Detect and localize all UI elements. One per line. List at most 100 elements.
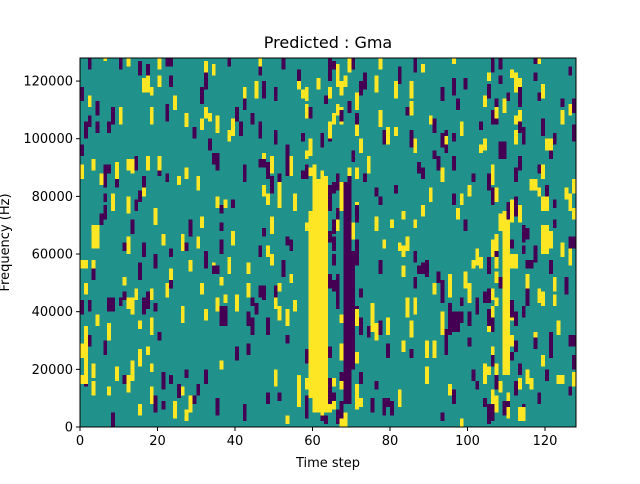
heatmap-cell xyxy=(498,277,503,289)
heatmap-cell xyxy=(262,184,267,197)
heatmap-cell xyxy=(184,409,189,422)
heatmap-cell xyxy=(533,245,538,263)
heatmap-cell xyxy=(200,282,205,295)
heatmap-cell xyxy=(103,205,108,220)
heatmap-cell xyxy=(339,372,344,387)
heatmap-band xyxy=(343,181,352,404)
heatmap-cell xyxy=(169,279,174,289)
heatmap-cell xyxy=(277,181,282,194)
heatmap-cell xyxy=(347,173,352,182)
heatmap-cell xyxy=(560,98,565,108)
heatmap-band xyxy=(452,311,460,332)
heatmap-cell xyxy=(440,412,445,422)
heatmap-cell xyxy=(118,107,123,125)
heatmap-cell xyxy=(331,254,336,266)
heatmap-cell xyxy=(351,58,356,70)
heatmap-cell xyxy=(153,207,158,226)
heatmap-cell xyxy=(328,121,332,139)
heatmap-cell xyxy=(219,360,224,370)
heatmap-cell xyxy=(328,230,332,243)
heatmap-cell xyxy=(401,210,406,220)
heatmap-cell xyxy=(262,81,267,99)
heatmap-cell xyxy=(440,167,445,182)
heatmap-cell xyxy=(80,164,84,180)
heatmap-cell xyxy=(300,89,305,99)
heatmap-cell xyxy=(359,372,363,384)
heatmap-cell xyxy=(184,369,189,378)
heatmap-cell xyxy=(173,95,177,110)
y-tick-label: 20000 xyxy=(32,363,73,378)
heatmap-cell xyxy=(517,406,522,422)
heatmap-cell xyxy=(517,98,522,108)
heatmap-cell xyxy=(541,83,546,99)
heatmap-cell xyxy=(169,75,174,87)
heatmap-cell xyxy=(331,377,336,387)
heatmap-cell xyxy=(401,340,406,353)
heatmap-cell xyxy=(510,199,515,211)
heatmap-cell xyxy=(564,277,569,295)
heatmap-cell xyxy=(207,112,212,122)
heatmap-cell xyxy=(413,297,418,315)
heatmap-band xyxy=(541,225,549,255)
heatmap-cell xyxy=(324,415,329,425)
heatmap-cell xyxy=(498,380,503,393)
heatmap-cell xyxy=(347,101,352,113)
heatmap-cell xyxy=(486,406,491,425)
heatmap-cell xyxy=(134,199,139,211)
heatmap-cell xyxy=(452,156,456,171)
heatmap-cell xyxy=(459,418,464,427)
heatmap-band xyxy=(211,265,220,275)
heatmap-cell xyxy=(153,254,158,269)
heatmap-cell xyxy=(572,98,577,113)
heatmap-cell xyxy=(145,75,150,93)
heatmap-band xyxy=(258,158,266,168)
heatmap-cell xyxy=(87,95,92,108)
heatmap-cell xyxy=(153,303,158,312)
heatmap-cell xyxy=(142,181,146,197)
heatmap-cell xyxy=(122,242,127,252)
heatmap-cell xyxy=(153,395,158,413)
heatmap-cell xyxy=(289,161,294,177)
heatmap-cell xyxy=(250,112,255,125)
heatmap-cell xyxy=(126,375,131,393)
heatmap-cell xyxy=(444,144,449,154)
heatmap-cell xyxy=(293,300,298,312)
heatmap-cell xyxy=(285,308,290,327)
heatmap-cell xyxy=(502,401,507,416)
heatmap-cell xyxy=(421,63,425,73)
heatmap-cell xyxy=(572,124,577,142)
heatmap-cell xyxy=(494,115,499,125)
heatmap-cell xyxy=(95,314,100,327)
heatmap-band xyxy=(83,326,88,376)
heatmap-cell xyxy=(486,173,491,191)
heatmap-cell xyxy=(246,343,251,355)
heatmap-cell xyxy=(184,242,189,252)
heatmap-cell xyxy=(339,109,344,122)
heatmap-cell xyxy=(80,144,84,157)
heatmap-cell xyxy=(335,409,340,425)
heatmap-cell xyxy=(80,343,84,358)
heatmap-cell xyxy=(145,291,150,309)
heatmap-band xyxy=(312,179,328,413)
heatmap-cell xyxy=(413,138,418,154)
heatmap-cell xyxy=(572,372,577,387)
heatmap-cell xyxy=(378,58,383,70)
heatmap-cell xyxy=(235,346,239,361)
heatmap-cell xyxy=(537,58,542,64)
heatmap-cell xyxy=(258,66,263,76)
heatmap-cell xyxy=(297,389,301,407)
heatmap-cell xyxy=(281,58,286,70)
heatmap-cell xyxy=(490,187,495,206)
heatmap-cell xyxy=(351,150,356,162)
heatmap-cell xyxy=(413,219,418,229)
heatmap-cell xyxy=(246,311,251,327)
heatmap-cell xyxy=(316,78,321,90)
heatmap-cell xyxy=(277,392,282,402)
heatmap-cell xyxy=(95,101,100,116)
heatmap-cell xyxy=(99,173,104,185)
heatmap-cell xyxy=(149,107,154,125)
heatmap-cell xyxy=(114,366,119,381)
heatmap-band xyxy=(568,236,576,249)
heatmap-cell xyxy=(335,63,340,79)
heatmap-cell xyxy=(188,395,193,413)
